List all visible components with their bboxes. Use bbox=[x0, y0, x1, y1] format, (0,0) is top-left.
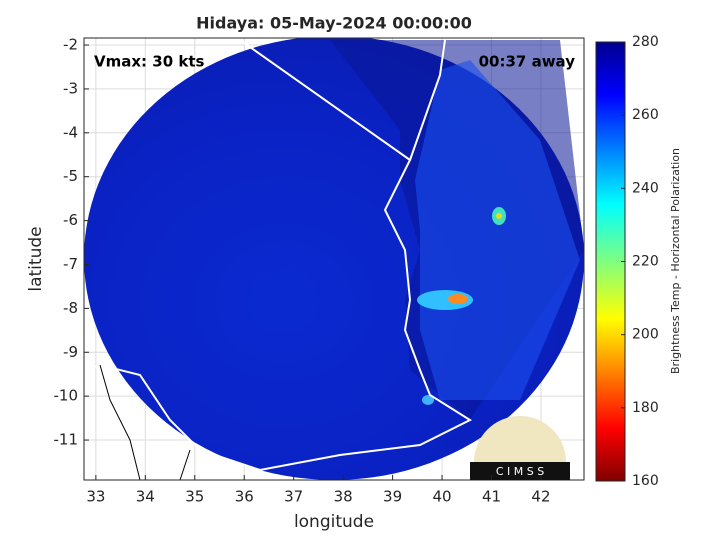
cimss-logo: C I M S S bbox=[470, 416, 570, 480]
y-tick-label: -3 bbox=[63, 79, 78, 97]
y-tick-label: -9 bbox=[63, 343, 78, 361]
logo-text: C I M S S bbox=[496, 465, 544, 478]
x-axis-label: longitude bbox=[294, 512, 374, 532]
colorbar-tick-label: 280 bbox=[632, 34, 659, 50]
y-tick-label: -11 bbox=[54, 431, 79, 449]
title: Hidaya: 05-May-2024 00:00:00 bbox=[196, 14, 472, 33]
y-tick-label: -8 bbox=[63, 299, 78, 317]
cloud-core bbox=[496, 213, 502, 219]
x-tick-label: 38 bbox=[334, 488, 353, 506]
plot-frame bbox=[83, 37, 585, 481]
y-tick-label: -10 bbox=[54, 387, 79, 405]
x-tick-label: 39 bbox=[383, 488, 402, 506]
time-away-label: 00:37 away bbox=[479, 53, 576, 71]
y-tick-label: -5 bbox=[63, 167, 78, 185]
x-tick-label: 34 bbox=[136, 488, 155, 506]
x-tick-label: 42 bbox=[531, 488, 550, 506]
vmax-label: Vmax: 30 kts bbox=[94, 53, 204, 71]
colorbar-tick-label: 260 bbox=[632, 107, 659, 123]
coastline bbox=[84, 39, 473, 472]
cloud-cell bbox=[422, 395, 434, 405]
x-tick-label: 35 bbox=[185, 488, 204, 506]
x-tick-label: 37 bbox=[284, 488, 303, 506]
colorbar bbox=[595, 41, 626, 482]
y-tick-label: -7 bbox=[63, 255, 78, 273]
coastline bbox=[409, 39, 446, 161]
cloud-core bbox=[448, 294, 468, 304]
bright-region bbox=[415, 60, 580, 400]
colorbar-tick-label: 220 bbox=[632, 254, 659, 270]
y-tick-label: -4 bbox=[63, 123, 78, 141]
colorbar-tick-label: 200 bbox=[632, 327, 659, 343]
border bbox=[99, 364, 191, 480]
x-tick-label: 33 bbox=[86, 488, 105, 506]
y-axis-label: latitude bbox=[26, 226, 46, 291]
y-tick-label: -2 bbox=[63, 36, 78, 54]
y-tick-label: -6 bbox=[63, 211, 78, 229]
x-tick-label: 40 bbox=[433, 488, 452, 506]
colorbar-tick-label: 180 bbox=[632, 400, 659, 416]
x-tick-label: 36 bbox=[235, 488, 254, 506]
colorbar-tick-label: 160 bbox=[632, 473, 659, 489]
colorbar-label: Brightness Temp - Horizontal Polarizatio… bbox=[669, 148, 682, 374]
colorbar-tick-label: 240 bbox=[632, 180, 659, 196]
swath bbox=[84, 38, 584, 480]
x-tick-label: 41 bbox=[482, 488, 501, 506]
